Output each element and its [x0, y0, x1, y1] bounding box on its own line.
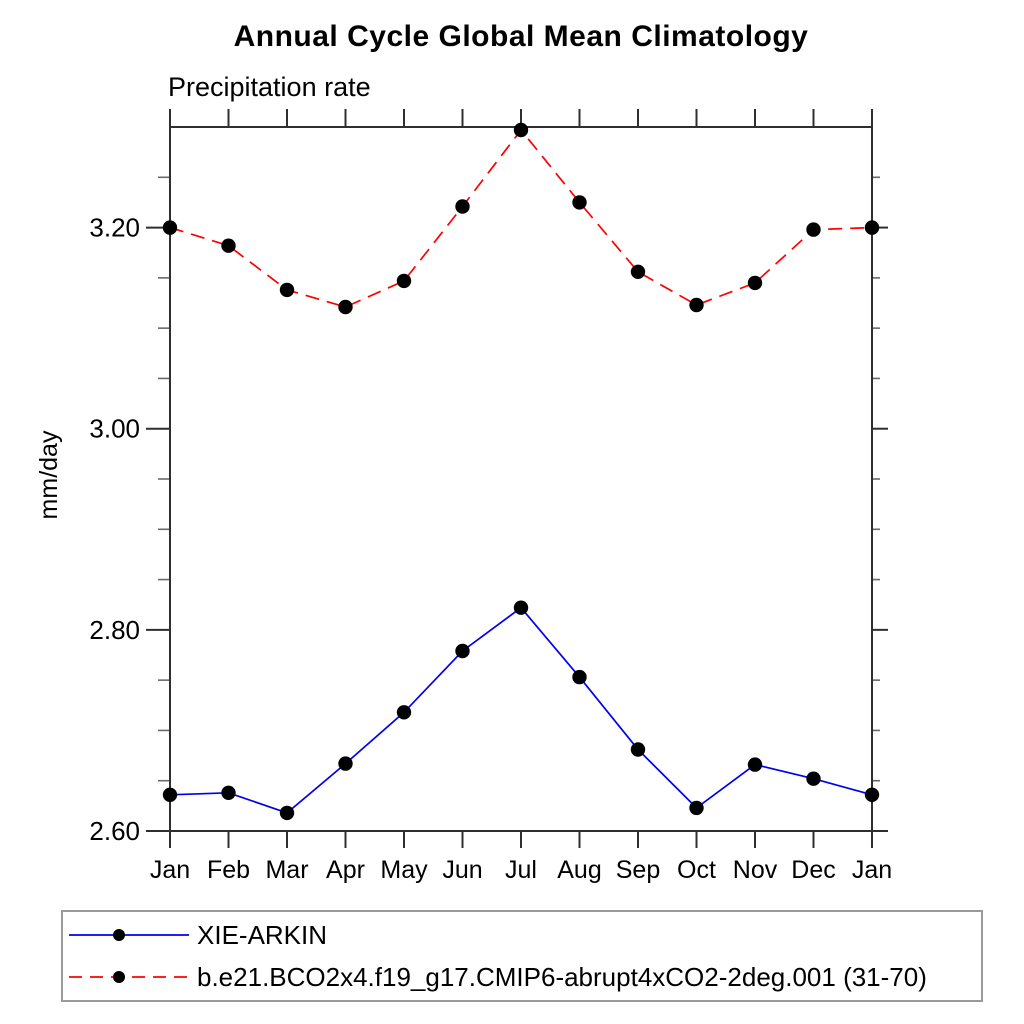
y-tick-label: 3.20 — [89, 213, 140, 243]
data-point — [572, 669, 587, 685]
data-point — [162, 220, 178, 235]
data-point — [338, 756, 353, 771]
x-tick-label: Dec — [791, 856, 835, 884]
data-point — [162, 787, 178, 802]
series-line-1 — [169, 128, 873, 308]
x-tick-label: May — [380, 856, 428, 884]
x-tick-label: Mar — [265, 856, 308, 884]
data-point — [630, 742, 646, 757]
legend-solid-line-marker-icon — [69, 929, 189, 941]
data-point — [221, 785, 236, 800]
data-point — [747, 275, 763, 291]
x-tick-label: Apr — [326, 856, 365, 884]
legend-label-obs: XIE-ARKIN — [197, 919, 328, 950]
series-line-0 — [169, 606, 873, 814]
data-point — [513, 122, 529, 138]
x-tick-label: Jul — [505, 856, 537, 884]
data-point — [221, 238, 236, 253]
data-point — [396, 273, 412, 289]
data-point — [279, 282, 295, 298]
data-point — [689, 800, 704, 816]
legend-item-xie-arkin: XIE-ARKIN — [63, 914, 981, 956]
legend: XIE-ARKIN b.e21.BCO2x4.f19_g17.CMIP6-abr… — [61, 910, 983, 1002]
data-point — [806, 771, 821, 786]
x-tick-label: Jun — [442, 856, 482, 884]
data-point — [689, 297, 704, 313]
data-point — [396, 705, 412, 720]
chart-title: Annual Cycle Global Mean Climatology — [233, 20, 809, 53]
x-tick-label: Oct — [677, 856, 716, 884]
data-point — [864, 220, 880, 235]
x-tick-label: Nov — [733, 856, 778, 884]
data-point — [630, 264, 646, 279]
legend-item-model: b.e21.BCO2x4.f19_g17.CMIP6-abrupt4xCO2-2… — [63, 956, 981, 998]
data-point — [455, 643, 470, 659]
y-tick-label: 2.60 — [89, 816, 140, 846]
data-point — [455, 199, 470, 214]
x-tick-label: Jan — [150, 856, 190, 884]
legend-label-model: b.e21.BCO2x4.f19_g17.CMIP6-abrupt4xCO2-2… — [197, 961, 927, 992]
data-point — [747, 757, 763, 772]
y-tick-label: 3.00 — [89, 414, 140, 444]
x-tick-label: Feb — [207, 856, 250, 884]
x-tick-label: Sep — [616, 856, 660, 884]
y-tick-label: 2.80 — [89, 615, 140, 645]
legend-dashed-line-marker-icon — [69, 971, 189, 983]
data-point — [279, 805, 295, 821]
plot-frame — [169, 126, 873, 832]
x-tick-label: Aug — [557, 856, 601, 884]
data-point — [572, 195, 587, 210]
data-point — [338, 299, 353, 315]
data-point — [806, 222, 821, 237]
x-tick-label: Jan — [852, 856, 892, 884]
chart-subtitle: Precipitation rate — [168, 72, 371, 102]
data-point — [513, 600, 529, 615]
data-point — [864, 787, 880, 802]
